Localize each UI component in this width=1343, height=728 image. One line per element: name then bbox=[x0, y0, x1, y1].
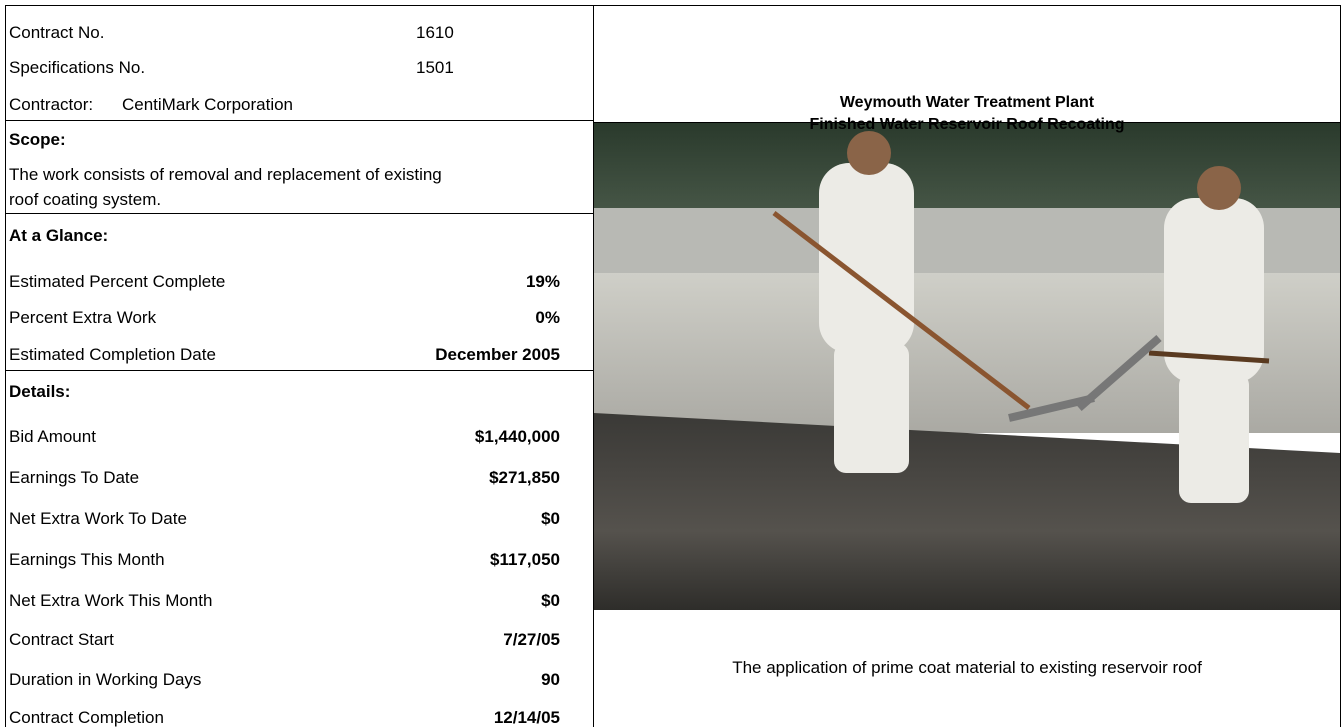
field-value: CentiMark Corporation bbox=[122, 95, 293, 115]
scope-text: roof coating system. bbox=[9, 190, 161, 210]
border bbox=[1340, 5, 1341, 727]
field-label: Contract Completion bbox=[9, 708, 164, 728]
field-value: $271,850 bbox=[489, 468, 560, 488]
field-value: 90 bbox=[541, 670, 560, 690]
field-label: Bid Amount bbox=[9, 427, 96, 447]
section-heading: Details: bbox=[9, 382, 70, 402]
project-title: Finished Water Reservoir Roof Recoating bbox=[594, 115, 1340, 135]
project-title: Weymouth Water Treatment Plant bbox=[594, 93, 1340, 113]
field-label: Earnings To Date bbox=[9, 468, 139, 488]
field-value: $0 bbox=[541, 591, 560, 611]
site-photo bbox=[594, 123, 1340, 610]
field-label: Contract No. bbox=[9, 23, 104, 43]
section-heading: At a Glance: bbox=[9, 226, 108, 246]
divider bbox=[5, 120, 593, 121]
field-value: 1610 bbox=[416, 23, 454, 43]
field-value: December 2005 bbox=[435, 345, 560, 365]
field-value: $117,050 bbox=[490, 550, 560, 570]
field-label: Estimated Completion Date bbox=[9, 345, 216, 365]
photo-caption: The application of prime coat material t… bbox=[594, 658, 1340, 678]
field-label: Duration in Working Days bbox=[9, 670, 201, 690]
field-label: Specifications No. bbox=[9, 58, 145, 78]
field-value: 1501 bbox=[416, 58, 454, 78]
border bbox=[5, 5, 1340, 6]
field-label: Net Extra Work This Month bbox=[9, 591, 212, 611]
page: Contract No. 1610 Specifications No. 1501 Co… bbox=[0, 0, 1343, 727]
field-label: Percent Extra Work bbox=[9, 308, 156, 328]
field-label: Net Extra Work To Date bbox=[9, 509, 187, 529]
scope-text: The work consists of removal and replace… bbox=[9, 165, 442, 185]
divider bbox=[5, 213, 593, 214]
divider bbox=[5, 370, 593, 371]
border bbox=[5, 5, 6, 727]
field-label: Earnings This Month bbox=[9, 550, 165, 570]
field-value: 0% bbox=[535, 308, 560, 328]
field-label: Estimated Percent Complete bbox=[9, 272, 225, 292]
field-value: $1,440,000 bbox=[475, 427, 560, 447]
field-value: 7/27/05 bbox=[503, 630, 560, 650]
field-label: Contract Start bbox=[9, 630, 114, 650]
field-value: $0 bbox=[541, 509, 560, 529]
section-heading: Scope: bbox=[9, 130, 66, 150]
field-label: Contractor: bbox=[9, 95, 93, 115]
field-value: 19% bbox=[526, 272, 560, 292]
field-value: 12/14/05 bbox=[494, 708, 560, 728]
